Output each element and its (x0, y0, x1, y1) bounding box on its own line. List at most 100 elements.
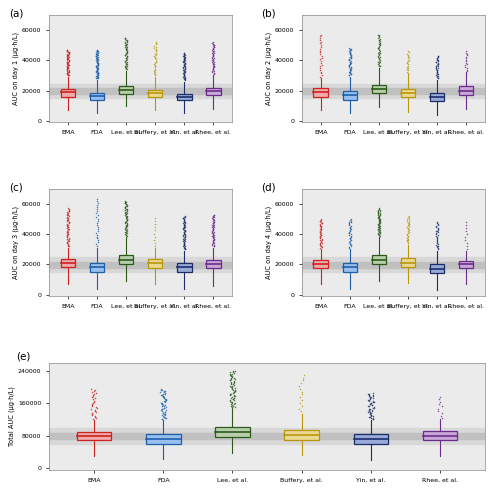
Point (180, 238, 188, 246)
Point (210, 238, 218, 246)
Point (94, 234, 101, 242)
Point (180, 75, 188, 83)
Point (228, 382, 236, 390)
Point (179, 238, 187, 246)
Point (210, 211, 218, 219)
Point (91, 412, 98, 420)
FancyBboxPatch shape (148, 259, 162, 268)
Point (376, 222, 384, 230)
Bar (49, 258, 232, 272)
Point (434, 74, 442, 82)
Point (403, 231, 411, 239)
Point (94, 217, 101, 225)
Point (347, 46, 355, 54)
Point (181, 244, 189, 252)
FancyBboxPatch shape (61, 89, 75, 98)
Point (229, 396, 237, 404)
Point (347, 215, 355, 223)
Point (347, 218, 355, 226)
Point (65, 218, 73, 226)
Point (210, 41, 218, 49)
Point (209, 220, 217, 228)
Point (122, 218, 129, 226)
Point (365, 396, 373, 404)
Point (160, 404, 168, 411)
Point (209, 229, 217, 237)
Point (180, 242, 188, 250)
Point (346, 46, 354, 54)
Point (181, 233, 189, 241)
Point (93, 46, 101, 54)
Point (122, 40, 130, 48)
Point (180, 58, 188, 66)
Point (375, 222, 383, 230)
Point (122, 48, 130, 56)
Point (122, 60, 130, 68)
Point (375, 216, 383, 224)
Point (231, 386, 239, 394)
Point (366, 394, 374, 402)
Point (299, 376, 307, 384)
Point (92, 50, 100, 58)
Point (316, 240, 324, 248)
Point (210, 236, 218, 244)
Point (88, 388, 96, 396)
Point (158, 400, 166, 407)
Point (231, 388, 239, 396)
FancyBboxPatch shape (430, 93, 444, 101)
Point (346, 50, 354, 58)
Point (94, 54, 101, 62)
Point (179, 242, 187, 250)
Point (65, 57, 73, 65)
Point (180, 61, 188, 69)
Point (162, 414, 170, 422)
Point (376, 34, 384, 42)
Point (64, 46, 72, 54)
Point (93, 64, 101, 72)
FancyBboxPatch shape (284, 430, 319, 440)
Point (93, 72, 101, 80)
Point (434, 59, 442, 67)
Point (405, 228, 413, 236)
Point (346, 60, 354, 68)
Point (122, 208, 130, 216)
Point (432, 223, 440, 231)
Text: (b): (b) (262, 8, 276, 18)
Point (433, 54, 441, 62)
Point (209, 215, 217, 223)
Point (122, 221, 130, 229)
Point (123, 62, 131, 70)
Point (150, 69, 158, 77)
Point (151, 72, 159, 80)
Point (376, 214, 384, 222)
Point (462, 48, 469, 56)
Point (65, 208, 73, 216)
Point (463, 57, 470, 65)
Point (433, 236, 441, 244)
Point (375, 226, 383, 234)
Point (179, 214, 187, 222)
Point (297, 380, 305, 388)
Point (230, 369, 238, 377)
Point (462, 58, 470, 66)
Point (229, 380, 237, 388)
FancyBboxPatch shape (177, 263, 192, 272)
Point (462, 62, 469, 70)
Point (63, 232, 71, 240)
Point (122, 34, 129, 42)
Point (434, 220, 441, 228)
Point (209, 226, 217, 234)
Point (63, 60, 71, 68)
Point (92, 403, 100, 411)
Point (158, 404, 166, 412)
Point (318, 57, 325, 65)
Point (93, 68, 100, 76)
Point (122, 228, 130, 235)
Point (345, 44, 353, 52)
Point (405, 227, 413, 235)
Point (63, 238, 71, 246)
Point (180, 50, 188, 58)
Point (317, 230, 324, 238)
Point (88, 400, 96, 407)
Point (346, 222, 354, 230)
